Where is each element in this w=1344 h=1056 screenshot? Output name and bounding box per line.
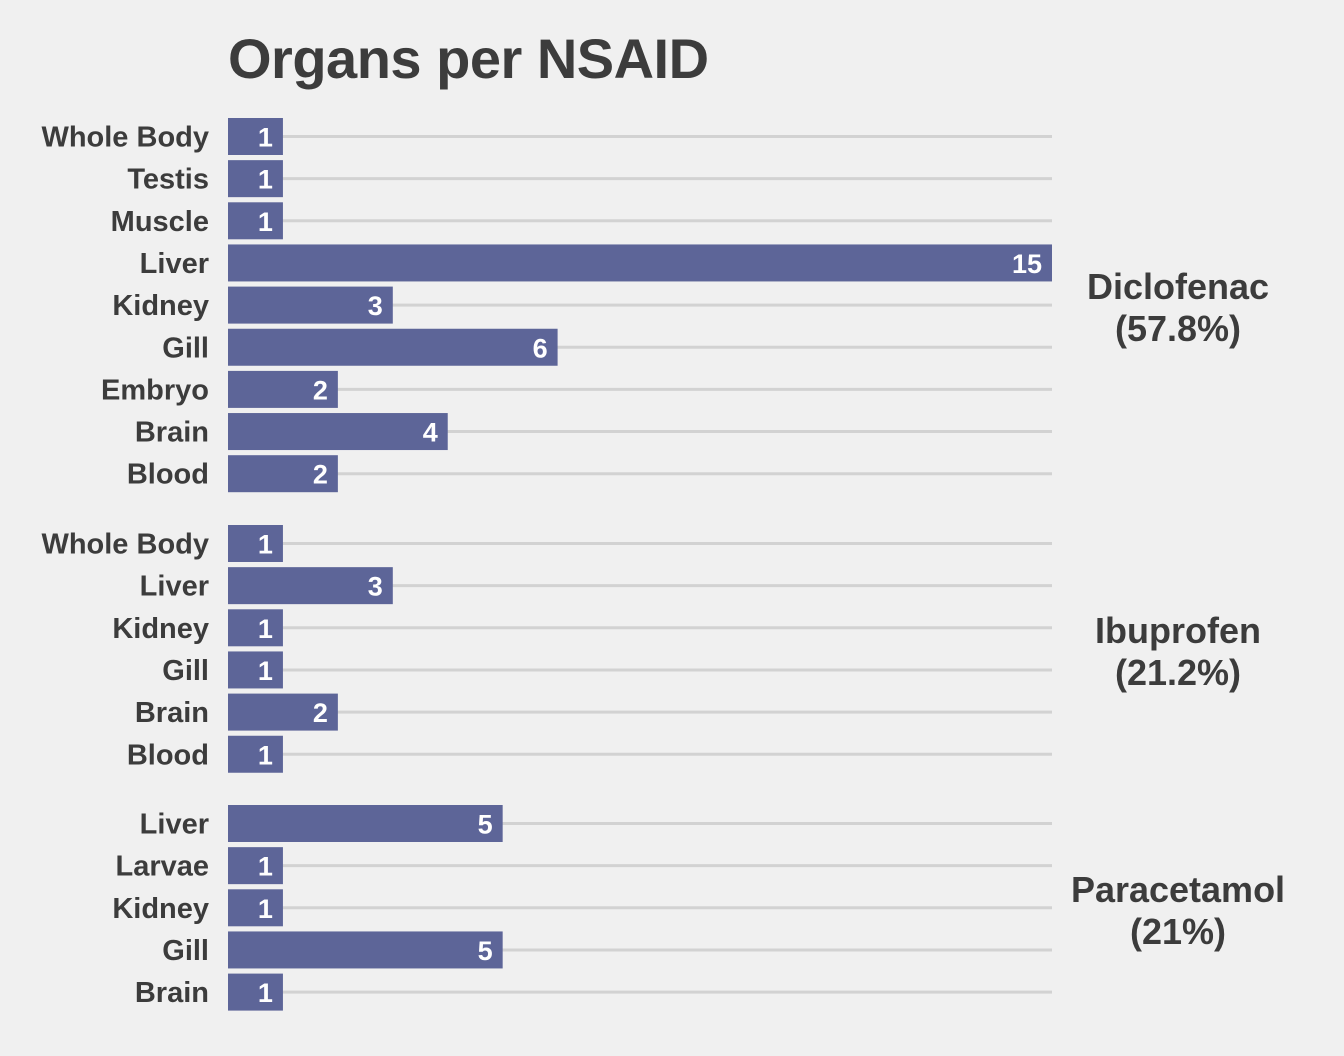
- value-label: 2: [313, 375, 328, 405]
- bar: [228, 160, 283, 198]
- value-label: 5: [478, 936, 493, 966]
- group-label-name: Diclofenac: [1087, 266, 1269, 307]
- bar: [228, 525, 283, 562]
- bar: [228, 651, 283, 689]
- bar: [228, 202, 283, 240]
- bar: [228, 805, 503, 842]
- category-label: Muscle: [111, 206, 209, 238]
- category-label: Gill: [162, 655, 209, 687]
- bar: [228, 328, 558, 366]
- category-label: Blood: [127, 739, 209, 771]
- bar: [228, 370, 338, 408]
- value-label: 1: [258, 207, 273, 237]
- group-label-share: (57.8%): [1115, 308, 1241, 349]
- category-label: Gill: [162, 332, 209, 364]
- value-label: 1: [258, 894, 273, 924]
- value-label: 1: [258, 165, 273, 195]
- category-label: Blood: [127, 459, 209, 491]
- category-label: Embryo: [101, 374, 209, 406]
- bar: [228, 847, 283, 885]
- value-label: 2: [313, 460, 328, 490]
- category-label: Brain: [135, 697, 209, 729]
- category-label: Whole Body: [41, 529, 209, 561]
- bar: [228, 735, 283, 773]
- bar: [228, 889, 283, 927]
- bar: [228, 455, 338, 493]
- chart-title: Organs per NSAID: [228, 27, 709, 90]
- group-label-share: (21%): [1130, 911, 1226, 952]
- bar: [228, 286, 393, 324]
- value-label: 1: [258, 530, 273, 560]
- category-label: Gill: [162, 935, 209, 967]
- category-label: Kidney: [112, 613, 209, 645]
- value-label: 5: [478, 810, 493, 840]
- category-label: Liver: [140, 571, 209, 603]
- group-label-name: Paracetamol: [1071, 869, 1285, 910]
- category-label: Liver: [140, 809, 209, 841]
- value-label: 1: [258, 123, 273, 153]
- category-label: Kidney: [112, 893, 209, 925]
- value-label: 6: [533, 333, 548, 363]
- category-label: Brain: [135, 977, 209, 1009]
- value-label: 1: [258, 978, 273, 1008]
- bar: [228, 567, 393, 605]
- group-label-name: Ibuprofen: [1095, 610, 1261, 651]
- value-label: 1: [258, 656, 273, 686]
- bar: [228, 693, 338, 731]
- bar: [228, 118, 283, 155]
- category-label: Testis: [127, 164, 209, 196]
- category-label: Liver: [140, 248, 209, 280]
- value-label: 3: [368, 291, 383, 321]
- value-label: 1: [258, 852, 273, 882]
- bar: [228, 609, 283, 647]
- value-label: 15: [1012, 249, 1042, 279]
- category-label: Whole Body: [41, 122, 209, 154]
- category-label: Brain: [135, 417, 209, 449]
- value-label: 1: [258, 740, 273, 770]
- category-label: Kidney: [112, 290, 209, 322]
- bar: [228, 413, 448, 451]
- value-label: 1: [258, 614, 273, 644]
- value-label: 4: [423, 418, 438, 448]
- bar: [228, 931, 503, 969]
- group-label-share: (21.2%): [1115, 652, 1241, 693]
- value-label: 3: [368, 572, 383, 602]
- category-label: Larvae: [115, 851, 209, 883]
- bar: [228, 244, 1052, 282]
- bar: [228, 973, 283, 1011]
- value-label: 2: [313, 698, 328, 728]
